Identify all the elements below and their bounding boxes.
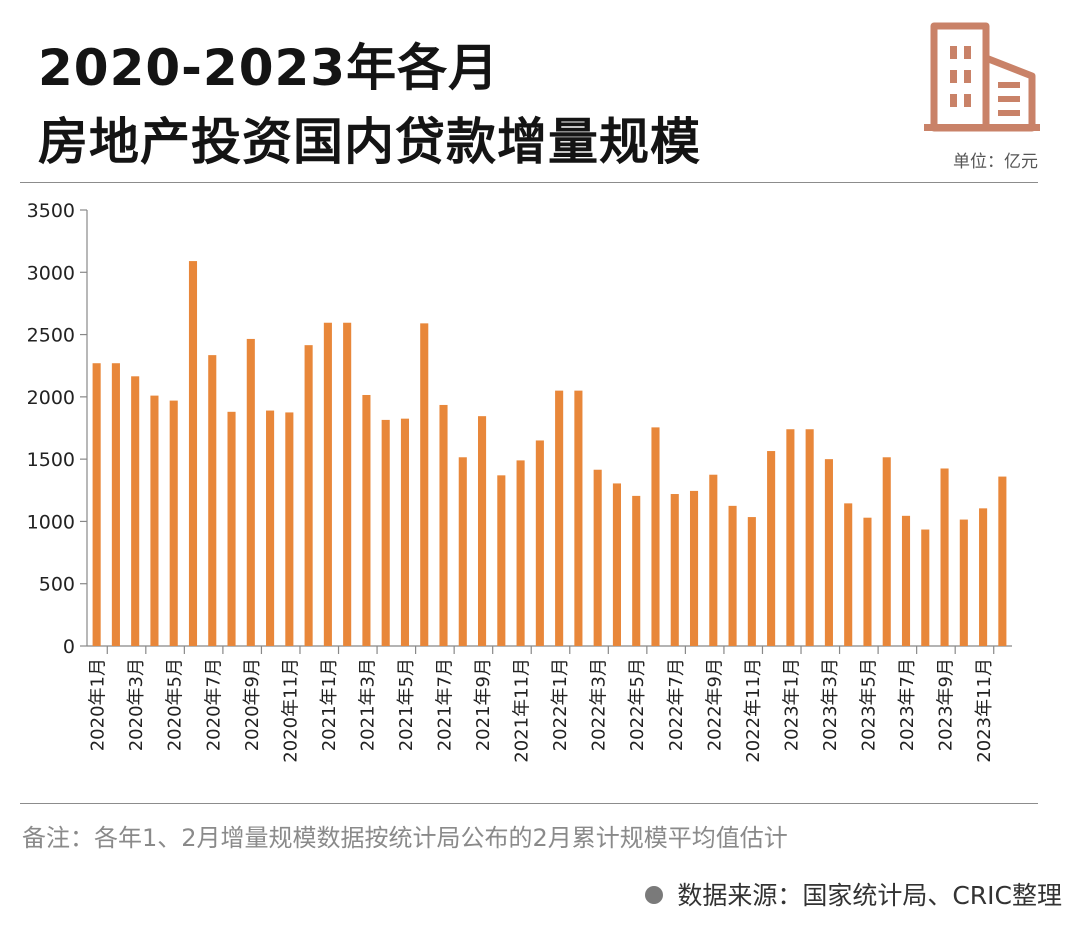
bar-2023年11月 [979, 508, 988, 646]
x-tick-label: 2022年11月 [743, 658, 764, 763]
bar-2020年8月 [227, 411, 236, 646]
bar-2023年2月 [805, 429, 814, 646]
bar-2023年12月 [998, 476, 1007, 646]
bar-2020年3月 [131, 376, 140, 646]
bar-2023年4月 [844, 503, 853, 646]
footnote: 备注：各年1、2月增量规模数据按统计局公布的2月累计规模平均值估计 [22, 824, 788, 852]
x-tick-label: 2020年7月 [203, 658, 224, 751]
x-tick-label: 2023年9月 [936, 658, 957, 751]
bar-2023年7月 [901, 515, 911, 646]
bar-2021年2月 [343, 322, 352, 646]
bar-2020年4月 [150, 395, 159, 646]
bar-2021年11月 [516, 460, 525, 646]
bar-2020年1月 [92, 363, 101, 646]
x-tick-label: 2021年11月 [512, 658, 533, 763]
bar-2021年7月 [439, 404, 448, 646]
bar-2020年11月 [285, 412, 294, 646]
bar-2021年8月 [458, 457, 467, 646]
bar-2022年2月 [574, 390, 583, 646]
bar-2020年9月 [246, 338, 255, 646]
x-tick-label: 2020年1月 [88, 658, 109, 751]
bar-2021年10月 [497, 475, 506, 646]
y-tick-label: 1500 [27, 449, 75, 471]
bar-2021年6月 [420, 323, 429, 646]
x-tick-label: 2022年5月 [627, 658, 648, 751]
bar-2022年4月 [612, 483, 621, 646]
bullet-dot-icon [645, 886, 664, 904]
x-tick-label: 2022年1月 [550, 658, 571, 751]
x-tick-label: 2021年5月 [396, 658, 417, 751]
x-tick-label: 2021年9月 [473, 658, 494, 751]
y-tick-label: 500 [39, 574, 75, 596]
x-tick-label: 2021年3月 [357, 658, 378, 751]
bar-2022年1月 [555, 390, 564, 646]
bar-2021年1月 [323, 322, 332, 646]
bar-2022年12月 [767, 451, 776, 646]
title-line-1: 2020-2023年各月 [38, 39, 500, 97]
title-line-2: 房地产投资国内贷款增量规模 [38, 113, 701, 171]
bar-2022年7月 [670, 494, 679, 646]
bar-2020年2月 [111, 363, 120, 646]
x-tick-label: 2023年5月 [858, 658, 879, 751]
bar-2020年5月 [169, 400, 178, 646]
x-tick-label: 2020年11月 [280, 658, 301, 763]
bar-2021年4月 [381, 419, 390, 646]
data-source-text: 数据来源：国家统计局、CRIC整理 [677, 881, 1062, 910]
bar-2023年10月 [959, 519, 968, 646]
unit-label: 单位：亿元 [953, 152, 1038, 172]
x-tick-label: 2023年3月 [820, 658, 841, 751]
bar-chart: 0 500 1000 1500 2000 2500 3000 3500 2020年1月 2020年… [27, 200, 1012, 763]
bar-2023年8月 [921, 529, 930, 646]
bar-2021年3月 [362, 394, 371, 646]
bar-2020年10月 [266, 410, 275, 646]
bar-2023年3月 [824, 459, 833, 646]
x-tick-label: 2020年9月 [242, 658, 263, 751]
bar-2020年6月 [188, 261, 198, 646]
bar-2022年10月 [728, 505, 737, 646]
y-tick-label: 1000 [27, 511, 75, 533]
x-tick-label: 2021年1月 [319, 658, 340, 751]
divider-bottom [20, 803, 1038, 804]
y-tick-label: 3500 [27, 200, 75, 222]
bar-2022年5月 [632, 495, 641, 646]
divider-top [20, 182, 1038, 183]
bar-2020年7月 [208, 355, 217, 646]
y-tick-label: 0 [63, 636, 75, 658]
bar-2021年9月 [478, 416, 487, 646]
x-tick-label: 2023年7月 [897, 658, 918, 751]
building-icon [920, 18, 1040, 136]
bar-2022年9月 [709, 474, 718, 646]
bar-2023年9月 [940, 468, 949, 646]
y-tick-label: 2000 [27, 387, 75, 409]
bar-2023年6月 [882, 457, 891, 646]
bar-2023年5月 [863, 517, 872, 646]
bar-2022年3月 [593, 469, 602, 646]
bar-2021年12月 [535, 440, 544, 646]
y-tick-label: 3000 [27, 262, 75, 284]
x-tick-label: 2022年9月 [704, 658, 725, 751]
y-tick-label: 2500 [27, 325, 75, 347]
bar-2022年8月 [689, 490, 699, 646]
bar-2021年5月 [400, 418, 410, 646]
bar-2023年1月 [786, 429, 795, 646]
x-tick-label: 2023年11月 [974, 658, 995, 763]
x-tick-label: 2022年3月 [589, 658, 610, 751]
x-tick-label: 2021年7月 [435, 658, 456, 751]
x-tick-label: 2022年7月 [666, 658, 687, 751]
x-tick-label: 2023年1月 [781, 658, 802, 751]
bar-2020年12月 [304, 345, 313, 646]
x-tick-label: 2020年5月 [165, 658, 186, 751]
bar-2022年11月 [747, 517, 756, 646]
data-source: 数据来源：国家统计局、CRIC整理 [645, 876, 1062, 912]
bar-2022年6月 [651, 427, 660, 646]
x-tick-label: 2020年3月 [126, 658, 147, 751]
